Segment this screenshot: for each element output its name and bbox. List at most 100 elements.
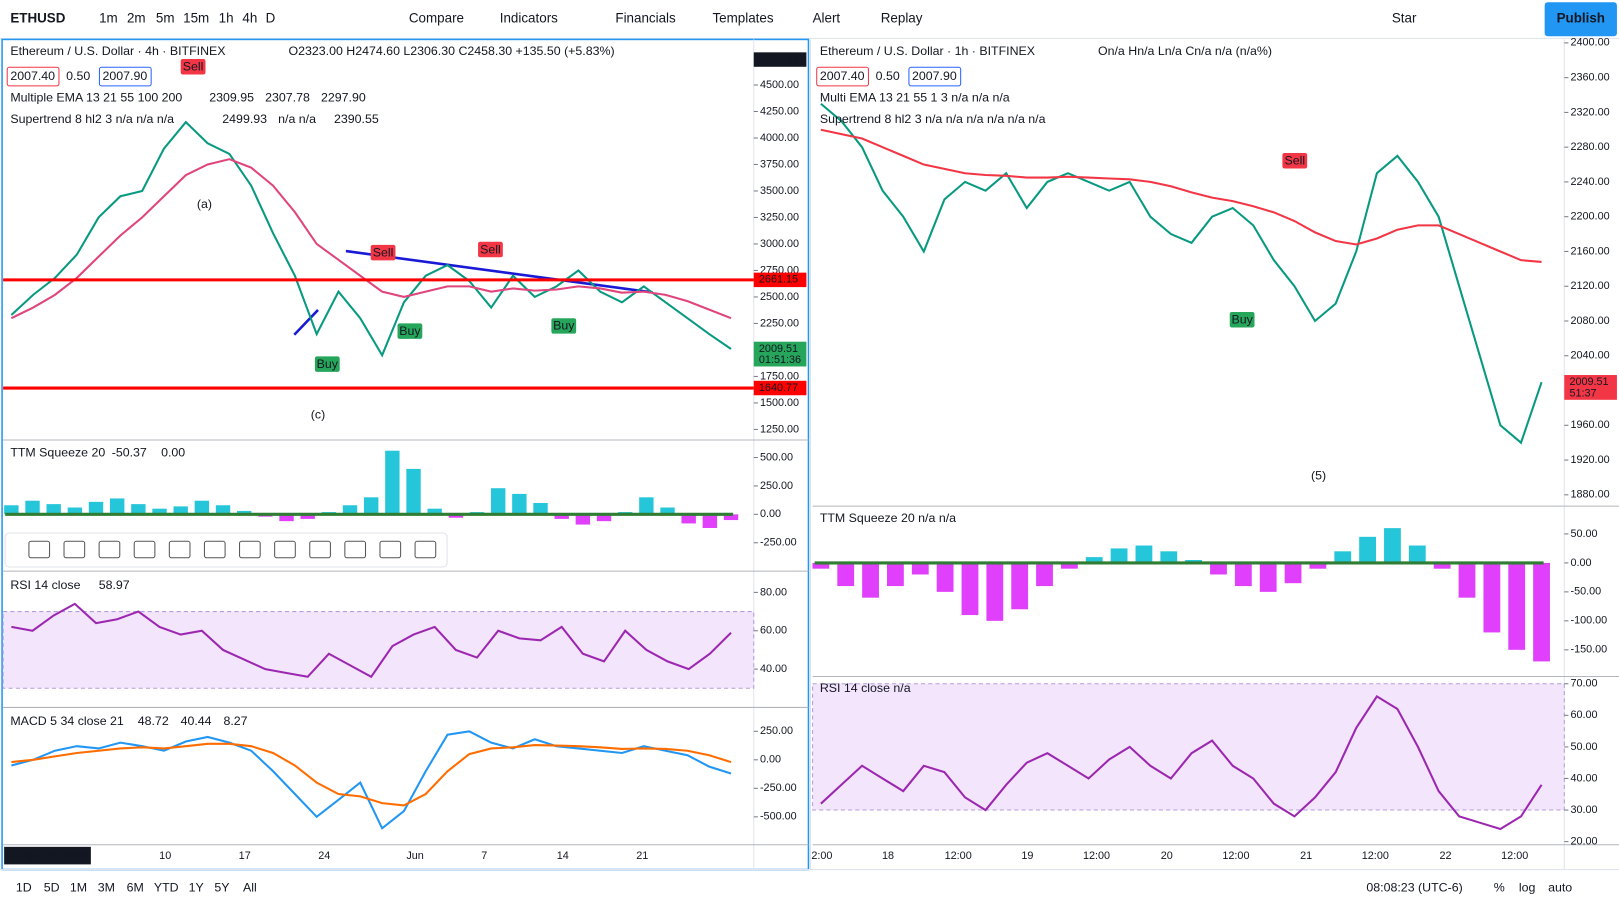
price-tag-label: 4739.84 bbox=[759, 53, 798, 65]
hist-bar bbox=[385, 450, 400, 515]
interval-button[interactable]: 15m bbox=[183, 10, 209, 25]
hist-bar bbox=[363, 497, 379, 515]
hist-bar bbox=[1458, 562, 1476, 598]
y-tick-label: 250.00 bbox=[760, 725, 793, 737]
y-tick-label: 3000.00 bbox=[760, 238, 799, 250]
legend-text: 58.97 bbox=[99, 578, 130, 592]
signal-badge bbox=[551, 318, 577, 334]
price-tag bbox=[753, 380, 807, 396]
legend-text: Ethereum / U.S. Dollar · 4h · BITFINEX bbox=[10, 44, 225, 58]
y-tick-label: 3250.00 bbox=[760, 211, 799, 223]
legend-text: 2007.90 bbox=[103, 69, 148, 83]
drawing-tool[interactable] bbox=[309, 540, 331, 559]
drawing-tool[interactable] bbox=[274, 540, 296, 559]
signal-badge bbox=[180, 59, 206, 75]
hist-bar bbox=[88, 501, 104, 515]
interval-button[interactable]: 1h bbox=[219, 10, 234, 25]
hist-bar bbox=[1384, 528, 1401, 563]
y-tick-label: 2120.00 bbox=[1570, 280, 1609, 292]
x-tick-label: 12:00 bbox=[1222, 850, 1249, 862]
x-tick-label: 10 bbox=[159, 850, 171, 862]
range-button[interactable]: 3M bbox=[98, 880, 115, 894]
hist-bar bbox=[862, 562, 879, 598]
toolbar-button[interactable]: Financials bbox=[615, 10, 676, 25]
toolbar-button[interactable]: Templates bbox=[712, 10, 773, 25]
drawing-tool[interactable] bbox=[203, 540, 226, 559]
drawing-tool[interactable] bbox=[63, 540, 86, 559]
series-line bbox=[820, 128, 1542, 263]
toolbar-button[interactable]: Alert bbox=[813, 10, 841, 25]
y-tick-label: 2160.00 bbox=[1570, 245, 1609, 257]
legend-text: TTM Squeeze 20 n/a n/a bbox=[820, 511, 956, 525]
toolbar-button[interactable]: Replay bbox=[881, 10, 923, 25]
y-tick-label: 50.00 bbox=[1570, 741, 1597, 753]
range-button[interactable]: All bbox=[243, 880, 257, 894]
hist-bar bbox=[812, 562, 830, 569]
range-button[interactable]: 5Y bbox=[214, 880, 229, 894]
toolbar-button[interactable]: Compare bbox=[409, 10, 464, 25]
x-tick-label: 14 bbox=[557, 850, 569, 862]
signal-badge bbox=[370, 244, 396, 261]
hist-bar bbox=[194, 500, 210, 515]
hist-bar bbox=[936, 562, 954, 592]
drawing-tool[interactable] bbox=[379, 540, 402, 559]
drawing-tool[interactable] bbox=[344, 540, 367, 559]
auto-toggle[interactable]: auto bbox=[1548, 880, 1572, 894]
series-line bbox=[11, 730, 732, 830]
interval-button[interactable]: 1m bbox=[99, 10, 118, 25]
drawing-tool[interactable] bbox=[168, 540, 191, 559]
interval-button[interactable]: 5m bbox=[156, 10, 175, 25]
y-tick-label: -250.00 bbox=[760, 782, 797, 794]
drawing-tool[interactable] bbox=[98, 540, 121, 559]
hist-bar bbox=[1160, 551, 1178, 563]
range-button[interactable]: 5D bbox=[44, 880, 60, 894]
interval-button[interactable]: D bbox=[266, 10, 276, 25]
y-tick-label: 2080.00 bbox=[1570, 315, 1609, 327]
price-tag-label: 2009.51 bbox=[759, 343, 798, 355]
x-tick-label: 21 bbox=[636, 850, 648, 862]
interval-button[interactable]: 4h bbox=[242, 10, 257, 25]
series-line bbox=[11, 602, 732, 679]
range-button[interactable]: YTD bbox=[154, 880, 179, 894]
signal-badge bbox=[1282, 152, 1308, 169]
star-button[interactable]: Star bbox=[1392, 10, 1417, 25]
drawing-tool[interactable] bbox=[28, 540, 51, 559]
drawing-tool[interactable] bbox=[239, 540, 261, 559]
range-button[interactable]: 1D bbox=[16, 880, 32, 894]
hist-bar bbox=[1284, 562, 1302, 584]
x-tick-label: 12:00 bbox=[1501, 850, 1528, 862]
publish-label[interactable]: Publish bbox=[1557, 10, 1605, 25]
y-tick-label: 70.00 bbox=[1570, 678, 1597, 690]
drawing-tool[interactable] bbox=[133, 540, 156, 559]
x-tick-label: 2:00 bbox=[811, 850, 832, 862]
hist-bar bbox=[279, 514, 294, 522]
annotation: (5) bbox=[1311, 468, 1326, 482]
y-tick-label: 1750.00 bbox=[760, 370, 799, 382]
legend-text: 2309.95 bbox=[209, 91, 254, 105]
publish-button[interactable] bbox=[1544, 2, 1617, 37]
range-button[interactable]: 6M bbox=[127, 880, 144, 894]
y-tick-label: -50.00 bbox=[1570, 586, 1601, 598]
rsi-band bbox=[812, 683, 1565, 811]
legend-box bbox=[908, 66, 962, 87]
y-tick-label: 2360.00 bbox=[1570, 72, 1609, 84]
toolbar-button[interactable]: Indicators bbox=[500, 10, 558, 25]
interval-button[interactable]: 2m bbox=[127, 10, 146, 25]
y-tick-label: 1960.00 bbox=[1570, 419, 1609, 431]
hist-bar bbox=[533, 502, 548, 515]
drawing-tool[interactable] bbox=[414, 540, 437, 559]
x-tick-label: 24 bbox=[318, 850, 330, 862]
legend-text: Multiple EMA 13 21 55 100 200 bbox=[10, 91, 182, 105]
percent-toggle[interactable]: % bbox=[1494, 880, 1505, 894]
hist-bar bbox=[1334, 551, 1352, 563]
signal-badge bbox=[397, 323, 423, 339]
log-toggle[interactable]: log bbox=[1519, 880, 1536, 894]
range-button[interactable]: 1Y bbox=[189, 880, 204, 894]
hist-bar bbox=[723, 514, 739, 521]
symbol[interactable]: ETHUSD bbox=[10, 10, 65, 25]
legend-text: 2307.78 bbox=[265, 91, 310, 105]
legend-box bbox=[6, 66, 60, 87]
range-button[interactable]: 1M bbox=[70, 880, 87, 894]
